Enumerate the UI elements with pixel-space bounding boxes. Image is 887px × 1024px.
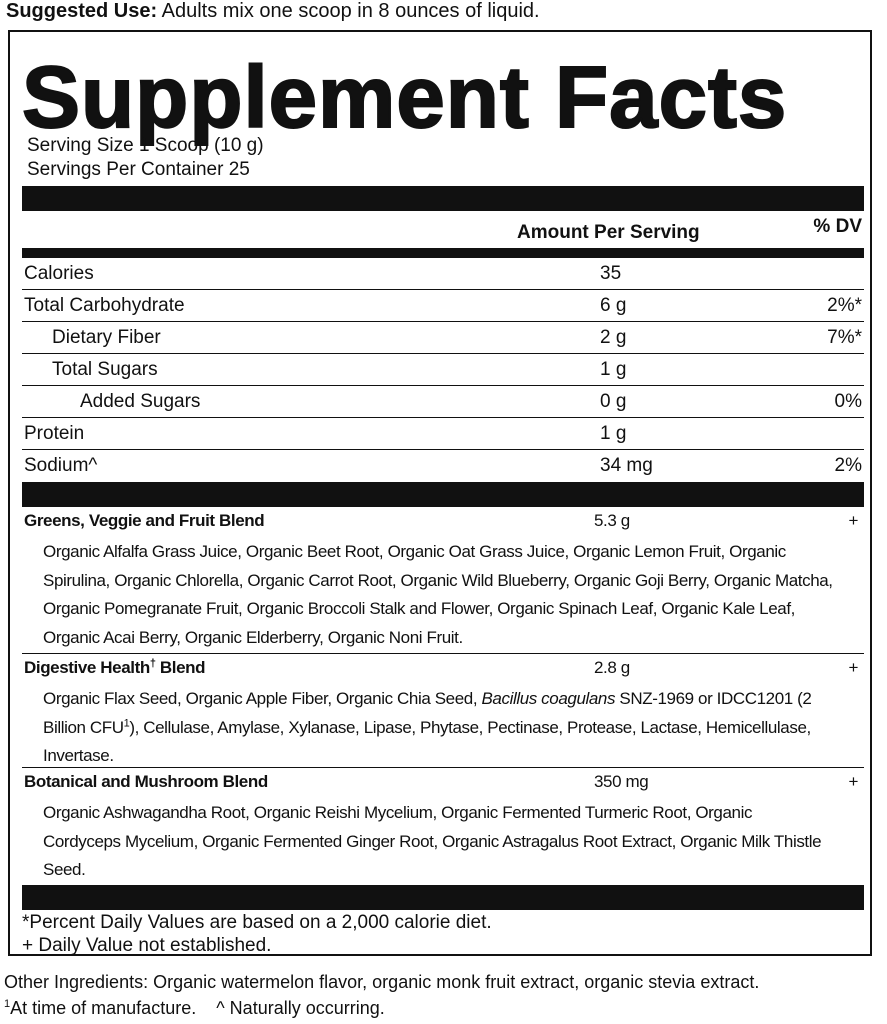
nutrient-row: Calories 35 [22,258,864,290]
nutrient-dv: 0% [834,391,862,412]
text-part: Bacillus coagulans [481,689,616,708]
divider-bar [22,885,864,910]
nutrient-amount: 0 g [600,391,627,412]
nutrient-dv: 2%* [827,295,862,316]
blend-dv: + [848,772,858,791]
text-part: Greens, Veggie and Fruit Blend [24,511,265,530]
nutrient-name: Total Carbohydrate [24,295,185,316]
servings-per-container: Servings Per Container 25 [27,159,250,180]
serving-size: Serving Size 1 Scoop (10 g) [27,135,264,156]
amount-header: Amount Per Serving [517,222,700,243]
nutrient-name: Calories [24,263,94,284]
nutrient-row: Protein 1 g [22,418,864,450]
other-ingredients: Other Ingredients: Organic watermelon fl… [4,972,760,992]
text-part: ), Cellulase, Amylase, Xylanase, Lipase,… [43,717,811,766]
blend-ingredients: Organic Alfalfa Grass Juice, Organic Bee… [43,538,834,652]
note-natural: ^ Naturally occurring. [216,998,385,1018]
text-part: 1 [123,716,130,729]
nutrient-row: Sodium^ 34 mg 2% [22,450,864,482]
blend-amount: 2.8 g [594,658,630,677]
dv-header: % DV [813,216,862,237]
nutrient-amount: 35 [600,263,622,284]
blend-ingredients: Organic Ashwagandha Root, Organic Reishi… [43,799,834,885]
divider-bar [22,248,864,258]
blend-name: Digestive Health† Blend [24,657,206,678]
nutrient-dv: 2% [834,455,862,476]
nutrient-name: Sodium^ [24,455,98,476]
divider-bar [22,482,864,507]
blend-row: Greens, Veggie and Fruit Blend 5.3 g + Orga… [22,507,864,654]
text-part: SNZ-1969 or IDCC1201 (2 Billion CFU [43,689,812,737]
text-part: Botanical and Mushroom Blend [24,772,268,791]
blend-ingredients: Organic Flax Seed, Organic Apple Fiber, … [43,685,834,771]
note-manufacture: At time of manufacture. [10,998,197,1018]
nutrient-amount: 1 g [600,423,627,444]
blend-amount: 350 mg [594,772,649,791]
nutrient-name: Added Sugars [80,391,201,412]
nutrient-amount: 2 g [600,327,627,348]
blend-amount: 5.3 g [594,511,630,530]
text-part: Organic Flax Seed, Organic Apple Fiber, … [43,689,482,708]
panel-title: Supplement Facts [21,49,788,146]
blend-row: Digestive Health† Blend 2.8 g + Organic Fla… [22,654,864,768]
blend-name: Greens, Veggie and Fruit Blend [24,511,265,531]
nutrient-name: Dietary Fiber [52,327,161,348]
nutrient-dv: 7%* [827,327,862,348]
nutrient-amount: 34 mg [600,455,653,476]
note-mark: 1 [4,998,11,1010]
footnote: + Daily Value not established. [22,935,272,956]
blend-row: Botanical and Mushroom Blend 350 mg + Organ… [22,768,864,885]
nutrient-row: Added Sugars 0 g 0% [22,386,864,418]
text-part: Blend [155,658,206,677]
nutrient-row: Total Carbohydrate 6 g 2%* [22,290,864,322]
blend-name: Botanical and Mushroom Blend [24,772,268,792]
facts-panel: Supplement Facts Serving Size 1 Scoop (1… [8,30,872,956]
text-part: Organic Ashwagandha Root, Organic Reishi… [43,803,822,879]
nutrient-amount: 1 g [600,359,627,380]
suggested-use: Suggested Use: Adults mix one scoop in 8… [6,0,540,23]
notes: 1At time of manufacture. ^ Naturally occ… [4,998,385,1019]
footnote: *Percent Daily Values are based on a 2,0… [22,912,492,933]
divider-bar [22,186,864,211]
text-part: † [149,657,156,670]
text-part: Organic Alfalfa Grass Juice, Organic Bee… [43,542,833,647]
text-part: Digestive Health [24,658,150,677]
blend-dv: + [848,511,858,530]
suggested-use-text: Adults mix one scoop in 8 ounces of liqu… [161,0,540,22]
nutrient-row: Total Sugars 1 g [22,354,864,386]
nutrient-name: Total Sugars [52,359,158,380]
nutrient-name: Protein [24,423,85,444]
nutrient-row: Dietary Fiber 2 g 7%* [22,322,864,354]
suggested-use-label: Suggested Use: [6,0,158,22]
nutrient-amount: 6 g [600,295,627,316]
blend-dv: + [848,658,858,677]
